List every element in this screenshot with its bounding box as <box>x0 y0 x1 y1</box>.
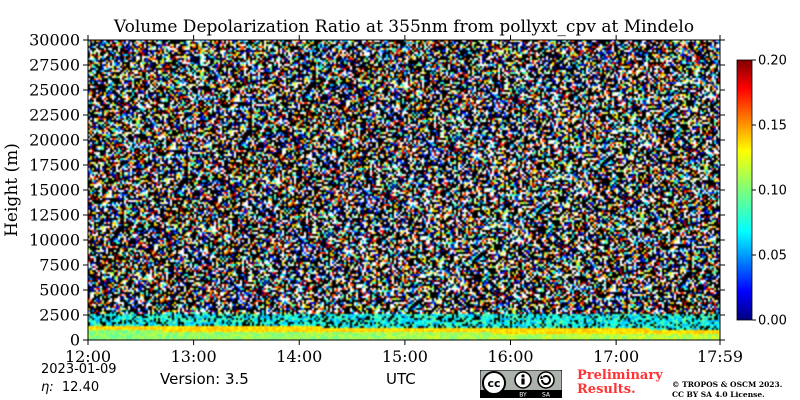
chart-title: Volume Depolarization Ratio at 355nm fro… <box>113 17 694 37</box>
y-tick-label: 27500 <box>29 56 80 75</box>
y-tick-label: 0 <box>70 331 80 350</box>
y-tick-label: 17500 <box>29 156 80 175</box>
x-axis: 12:00 13:00 14:00 15:00 16:00 17:00 17:59 <box>65 35 743 366</box>
date-label: 2023-01-09 <box>41 362 117 377</box>
heatmap-image <box>88 40 720 340</box>
copyright-line-1: © TROPOS & OSCM 2023. <box>672 380 783 389</box>
colorbar-tick-label: 0.15 <box>758 119 787 134</box>
y-axis-label: Height (m) <box>2 143 22 237</box>
colorbar <box>736 59 753 321</box>
plot-area <box>88 40 720 340</box>
x-tick-label: 14:00 <box>276 347 322 366</box>
y-tick-label: 2500 <box>39 306 80 325</box>
preliminary-line-2: Results. <box>577 382 636 397</box>
y-tick-label: 25000 <box>29 81 80 100</box>
eta-label: η: 12.40 <box>41 380 99 395</box>
eta-value: 12.40 <box>61 380 100 395</box>
y-tick-label: 12500 <box>29 206 80 225</box>
x-tick-label: 16:00 <box>487 347 533 366</box>
preliminary-notice: Preliminary Results. <box>577 369 663 397</box>
y-tick-label: 30000 <box>29 31 80 50</box>
colorbar-ticks: 0.00 0.05 0.10 0.15 0.20 <box>752 54 787 329</box>
colorbar-tick-label: 0.10 <box>758 184 787 199</box>
copyright-notice: © TROPOS & OSCM 2023. CC BY SA 4.0 Licen… <box>672 380 782 400</box>
x-tick-label: 13:00 <box>171 347 217 366</box>
x-tick-label: 15:00 <box>382 347 428 366</box>
y-tick-label: 15000 <box>29 181 80 200</box>
colorbar-tick-label: 0.20 <box>758 54 787 69</box>
version-label: Version: 3.5 <box>160 370 249 388</box>
y-tick-label: 20000 <box>29 131 80 150</box>
x-tick-label: 17:59 <box>697 347 743 366</box>
eta-symbol: η: <box>41 380 54 395</box>
colorbar-tick-label: 0.05 <box>758 249 787 264</box>
y-tick-label: 10000 <box>29 231 80 250</box>
x-axis-label: UTC <box>386 370 416 388</box>
y-tick-label: 22500 <box>29 106 80 125</box>
by-label: BY <box>519 392 527 399</box>
y-tick-label: 5000 <box>39 281 80 300</box>
colorbar-tick-label: 0.00 <box>758 314 787 329</box>
cc-glyph: cc <box>487 377 500 390</box>
sa-label: SA <box>542 392 551 399</box>
copyright-line-2: CC BY SA 4.0 License. <box>672 390 765 399</box>
preliminary-line-1: Preliminary <box>577 368 663 383</box>
y-tick-label: 7500 <box>39 256 80 275</box>
cc-by-sa-badge: cc BY SA <box>480 370 562 398</box>
y-axis: 0 2500 5000 7500 10000 12500 15000 17500 20000 22… <box>29 31 725 350</box>
x-tick-label: 17:00 <box>593 347 639 366</box>
x-tick-label: 12:00 <box>65 347 111 366</box>
